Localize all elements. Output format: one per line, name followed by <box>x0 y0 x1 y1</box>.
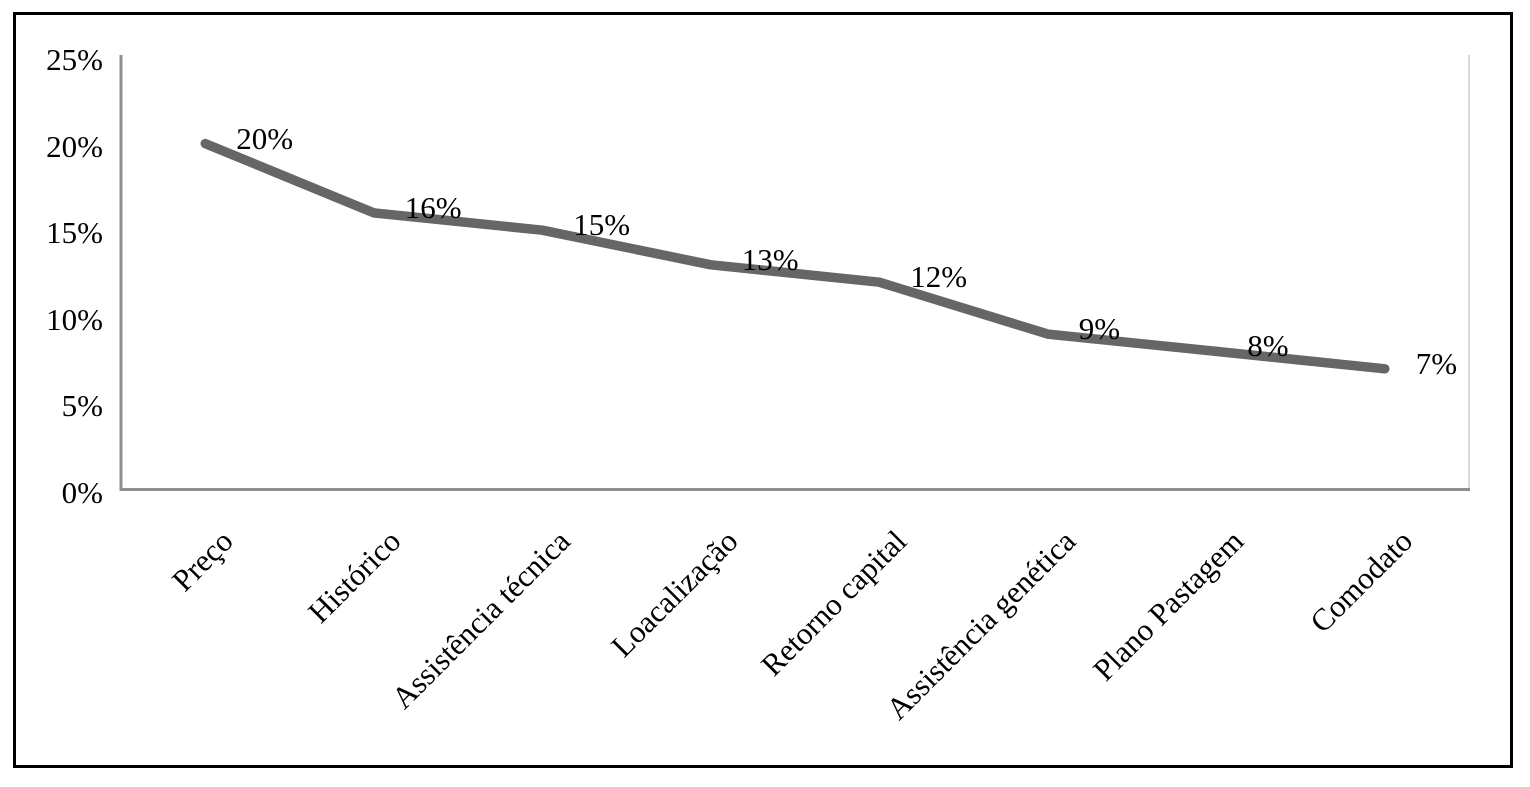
y-axis-tick-label: 0% <box>61 475 103 510</box>
data-label: 15% <box>573 207 631 243</box>
y-axis-tick-label: 20% <box>46 128 103 164</box>
data-label: 13% <box>741 241 799 277</box>
data-label: 20% <box>236 120 294 156</box>
data-label: 16% <box>404 189 462 225</box>
data-label: 12% <box>910 259 968 295</box>
chart-border <box>13 12 1513 768</box>
data-label: 7% <box>1415 345 1458 381</box>
y-axis-tick-label: 25% <box>46 42 103 77</box>
series-line <box>200 138 1390 374</box>
y-axis-tick-label: 5% <box>61 388 103 424</box>
y-axis-tick-label: 10% <box>46 301 103 337</box>
y-axis-tick-label: 15% <box>46 215 103 251</box>
data-label: 8% <box>1247 328 1289 364</box>
data-label: 9% <box>1078 311 1121 347</box>
